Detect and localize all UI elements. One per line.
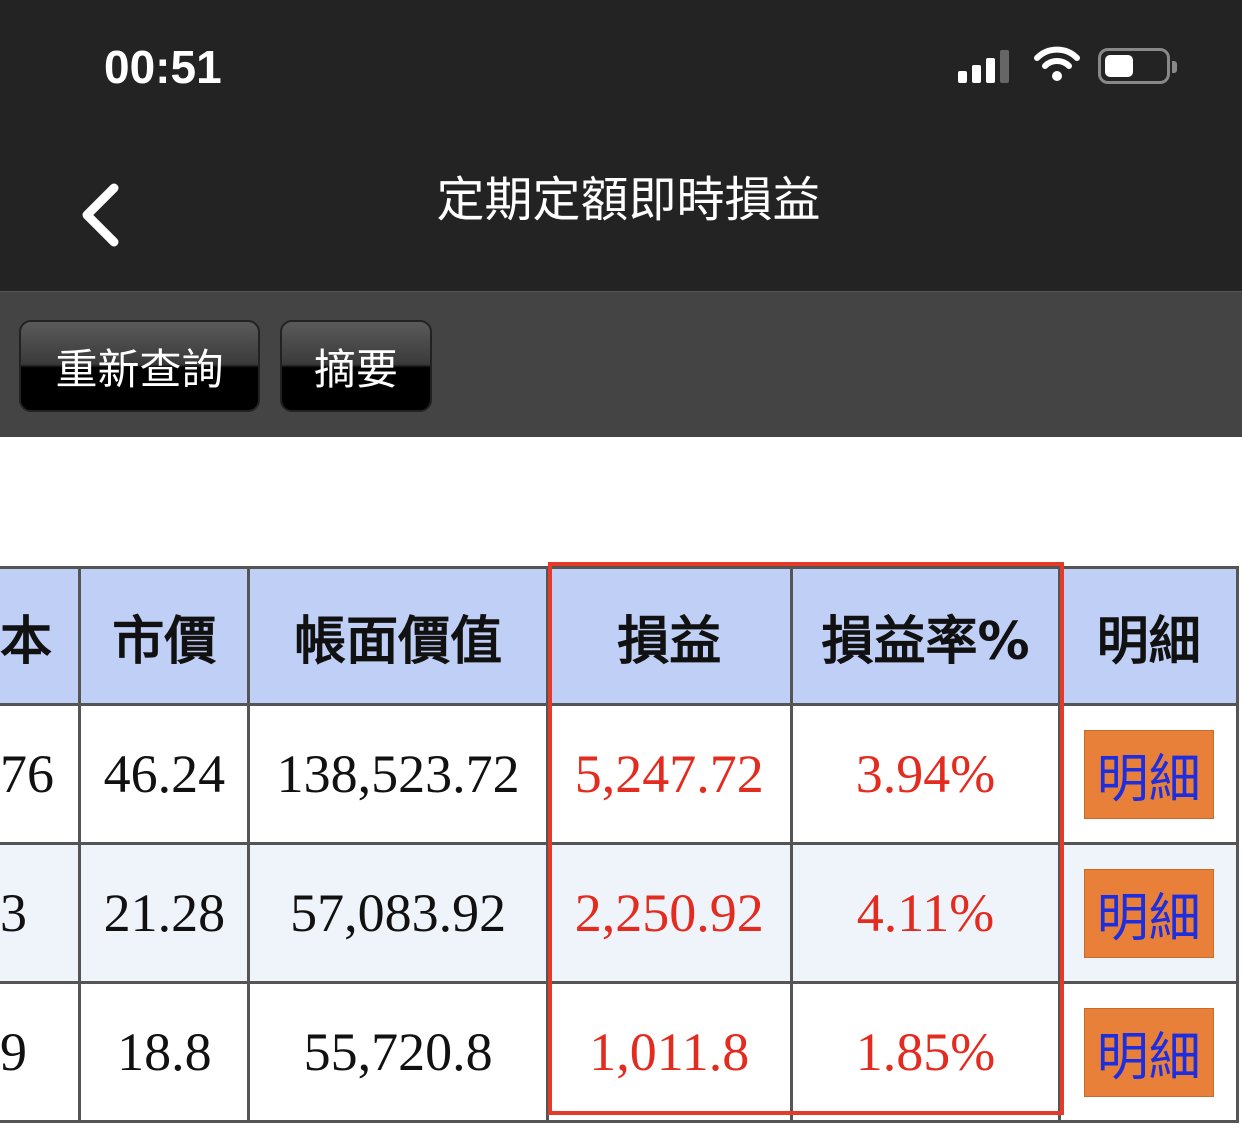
status-bar: 00:51 <box>0 0 1242 130</box>
detail-button[interactable]: 明細 <box>1083 729 1214 819</box>
cell-pnl-rate: 1.85% <box>789 981 1062 1123</box>
cell-book-value: 57,083.92 <box>247 842 549 984</box>
table-header: 本 市價 帳面價值 損益 損益率% 明細 <box>0 566 1239 706</box>
header-book-value: 帳面價值 <box>247 566 549 706</box>
table-row: 9 18.8 55,720.8 1,011.8 1.85% 明細 <box>0 981 1239 1123</box>
header-cost: 本 <box>0 566 82 706</box>
nav-bar: 定期定額即時損益 <box>0 130 1242 291</box>
cell-cost: 3 <box>0 842 82 984</box>
cell-detail: 明細 <box>1058 842 1239 984</box>
requery-button[interactable]: 重新查詢 <box>19 320 260 412</box>
wifi-icon <box>1034 46 1080 81</box>
header-price: 市價 <box>78 566 251 706</box>
cell-book-value: 138,523.72 <box>247 703 549 845</box>
cell-price: 21.28 <box>78 842 251 984</box>
detail-button[interactable]: 明細 <box>1083 868 1214 958</box>
cell-cost: 76 <box>0 703 82 845</box>
header-pnl: 損益 <box>545 566 793 706</box>
cell-pnl-rate: 4.11% <box>789 842 1062 984</box>
table-row: 76 46.24 138,523.72 5,247.72 3.94% 明細 <box>0 703 1239 845</box>
cell-pnl-rate: 3.94% <box>789 703 1062 845</box>
pnl-table: 本 市價 帳面價值 損益 損益率% 明細 76 46.24 138,523.72… <box>0 566 1239 1123</box>
cell-pnl: 2,250.92 <box>545 842 793 984</box>
detail-button[interactable]: 明細 <box>1083 1007 1214 1097</box>
cell-cost: 9 <box>0 981 82 1123</box>
header-pnl-rate: 損益率% <box>789 566 1062 706</box>
cell-pnl: 5,247.72 <box>545 703 793 845</box>
cell-detail: 明細 <box>1058 981 1239 1123</box>
chevron-left-icon[interactable] <box>78 182 122 248</box>
header-detail: 明細 <box>1058 566 1239 706</box>
table-row: 3 21.28 57,083.92 2,250.92 4.11% 明細 <box>0 842 1239 984</box>
battery-icon <box>1098 48 1177 84</box>
cell-detail: 明細 <box>1058 703 1239 845</box>
toolbar: 重新查詢 摘要 <box>0 291 1242 437</box>
cell-book-value: 55,720.8 <box>247 981 549 1123</box>
cell-price: 46.24 <box>78 703 251 845</box>
clock: 00:51 <box>104 41 222 93</box>
page-title: 定期定額即時損益 <box>436 172 821 228</box>
cell-price: 18.8 <box>78 981 251 1123</box>
summary-button[interactable]: 摘要 <box>280 320 432 412</box>
cell-pnl: 1,011.8 <box>545 981 793 1123</box>
signal-icon <box>958 50 1009 83</box>
